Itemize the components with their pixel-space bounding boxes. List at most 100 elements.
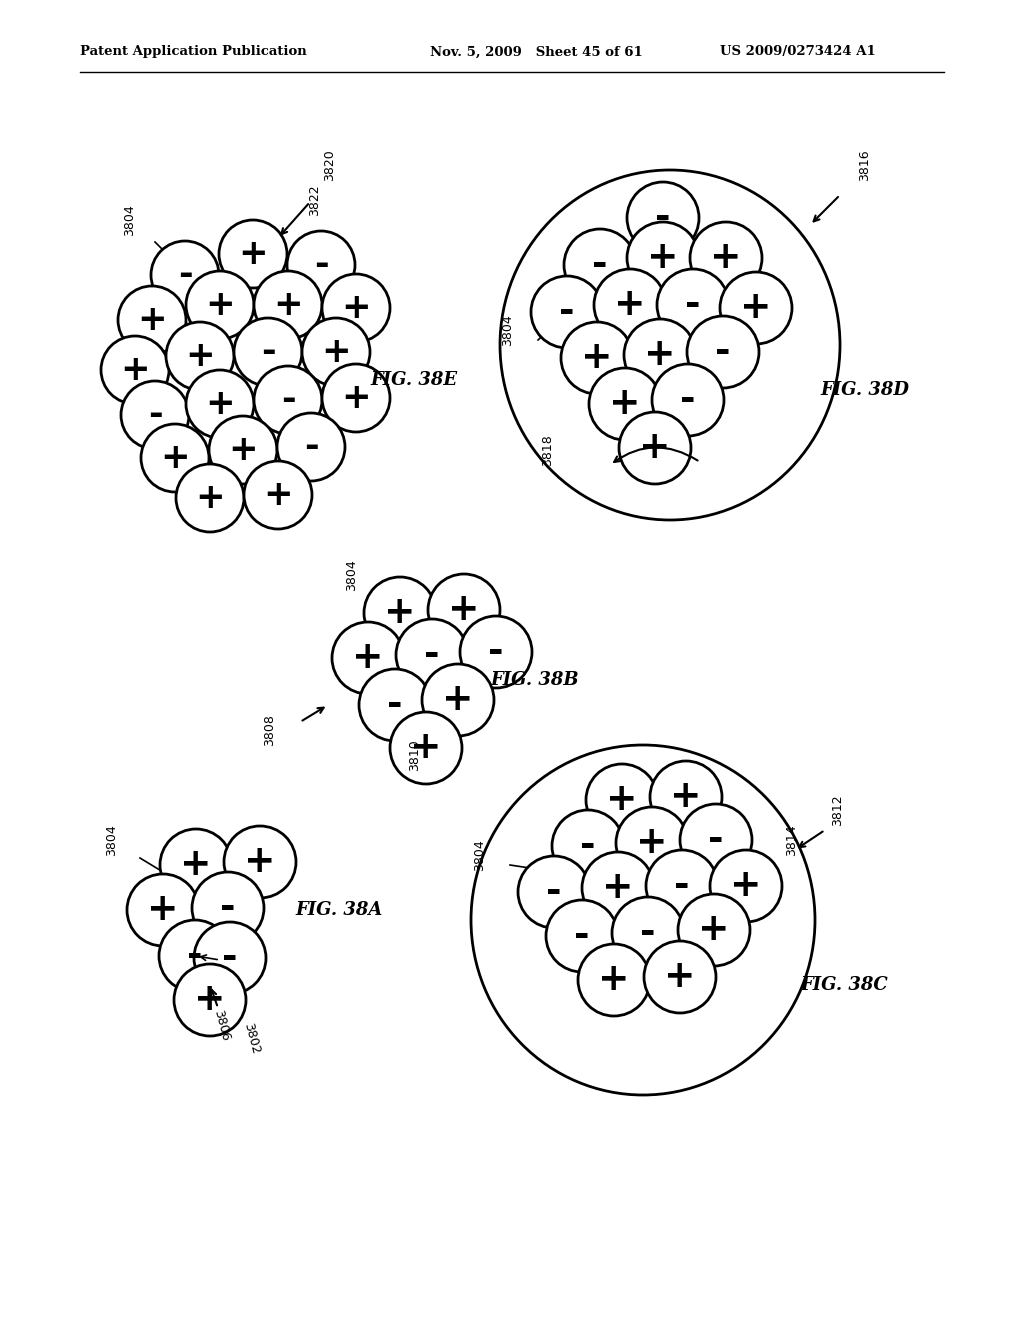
Text: FIG. 38D: FIG. 38D xyxy=(820,381,909,399)
Text: 3804: 3804 xyxy=(124,205,136,236)
Circle shape xyxy=(687,315,759,388)
Circle shape xyxy=(359,669,431,741)
Circle shape xyxy=(594,269,666,341)
Circle shape xyxy=(209,416,278,484)
Text: -: - xyxy=(581,828,596,865)
Circle shape xyxy=(578,944,650,1016)
Circle shape xyxy=(518,855,590,928)
Text: -: - xyxy=(178,257,193,292)
Text: -: - xyxy=(261,335,275,370)
Circle shape xyxy=(278,413,345,480)
Text: -: - xyxy=(313,248,329,282)
Text: +: + xyxy=(205,387,234,421)
Circle shape xyxy=(224,826,296,898)
Text: -: - xyxy=(674,869,690,904)
Text: -: - xyxy=(220,890,236,927)
Text: +: + xyxy=(341,381,371,414)
Text: 3816: 3816 xyxy=(858,149,871,181)
Text: +: + xyxy=(449,591,480,628)
Circle shape xyxy=(193,873,264,944)
Text: +: + xyxy=(245,843,275,880)
Text: -: - xyxy=(709,822,724,858)
Text: +: + xyxy=(644,337,676,374)
Text: +: + xyxy=(606,781,638,818)
Text: +: + xyxy=(609,385,641,422)
Text: 3810: 3810 xyxy=(409,739,422,771)
Text: -: - xyxy=(685,286,700,323)
Text: +: + xyxy=(598,962,630,998)
Circle shape xyxy=(720,272,792,345)
Text: 3802: 3802 xyxy=(242,1020,262,1055)
Text: +: + xyxy=(180,847,212,883)
Text: +: + xyxy=(120,352,150,387)
Circle shape xyxy=(546,900,618,972)
Circle shape xyxy=(159,920,231,993)
Text: +: + xyxy=(671,779,701,814)
Circle shape xyxy=(531,276,603,348)
Text: -: - xyxy=(387,686,402,723)
Circle shape xyxy=(151,242,219,309)
Text: -: - xyxy=(281,383,295,417)
Circle shape xyxy=(141,424,209,492)
Text: 3812: 3812 xyxy=(831,795,845,826)
Circle shape xyxy=(564,228,636,301)
Circle shape xyxy=(650,762,722,833)
Text: -: - xyxy=(304,430,318,465)
Circle shape xyxy=(390,711,462,784)
Text: Nov. 5, 2009   Sheet 45 of 61: Nov. 5, 2009 Sheet 45 of 61 xyxy=(430,45,643,58)
Text: +: + xyxy=(411,730,441,766)
Text: 3804: 3804 xyxy=(345,560,358,591)
Text: -: - xyxy=(574,917,590,954)
Text: +: + xyxy=(740,290,772,326)
Circle shape xyxy=(428,574,500,645)
Text: -: - xyxy=(546,874,562,909)
Text: +: + xyxy=(647,240,679,276)
Circle shape xyxy=(690,222,762,294)
Circle shape xyxy=(186,370,254,438)
Circle shape xyxy=(618,412,691,484)
Circle shape xyxy=(396,619,468,690)
Circle shape xyxy=(219,220,287,288)
Text: US 2009/0273424 A1: US 2009/0273424 A1 xyxy=(720,45,876,58)
Text: +: + xyxy=(147,892,179,928)
Text: FIG. 38B: FIG. 38B xyxy=(490,671,579,689)
Circle shape xyxy=(234,318,302,385)
Text: 3822: 3822 xyxy=(308,185,322,215)
Text: +: + xyxy=(636,825,668,861)
Text: 3808: 3808 xyxy=(263,714,276,746)
Circle shape xyxy=(322,364,390,432)
Text: +: + xyxy=(196,480,225,515)
Text: -: - xyxy=(424,638,439,673)
Circle shape xyxy=(678,894,750,966)
Text: Patent Application Publication: Patent Application Publication xyxy=(80,45,307,58)
Text: 3804: 3804 xyxy=(473,840,486,871)
Text: +: + xyxy=(322,335,351,370)
Circle shape xyxy=(460,616,532,688)
Text: +: + xyxy=(137,304,167,337)
Text: FIG. 38A: FIG. 38A xyxy=(295,902,382,919)
Text: +: + xyxy=(384,595,416,631)
Circle shape xyxy=(302,318,370,385)
Text: +: + xyxy=(730,869,762,904)
Text: +: + xyxy=(185,339,215,374)
Text: +: + xyxy=(665,960,695,995)
Text: +: + xyxy=(341,290,371,325)
Text: +: + xyxy=(263,478,293,512)
Circle shape xyxy=(624,319,696,391)
Circle shape xyxy=(186,271,254,339)
Text: -: - xyxy=(640,915,655,950)
Circle shape xyxy=(244,461,312,529)
Circle shape xyxy=(127,874,199,946)
Text: +: + xyxy=(614,286,646,323)
Text: -: - xyxy=(592,247,608,282)
Circle shape xyxy=(422,664,494,737)
Circle shape xyxy=(174,964,246,1036)
Circle shape xyxy=(627,222,699,294)
Circle shape xyxy=(652,364,724,436)
Circle shape xyxy=(657,269,729,341)
Circle shape xyxy=(160,829,232,902)
Text: +: + xyxy=(228,433,258,467)
Circle shape xyxy=(644,941,716,1012)
Circle shape xyxy=(627,182,699,253)
Circle shape xyxy=(710,850,782,921)
